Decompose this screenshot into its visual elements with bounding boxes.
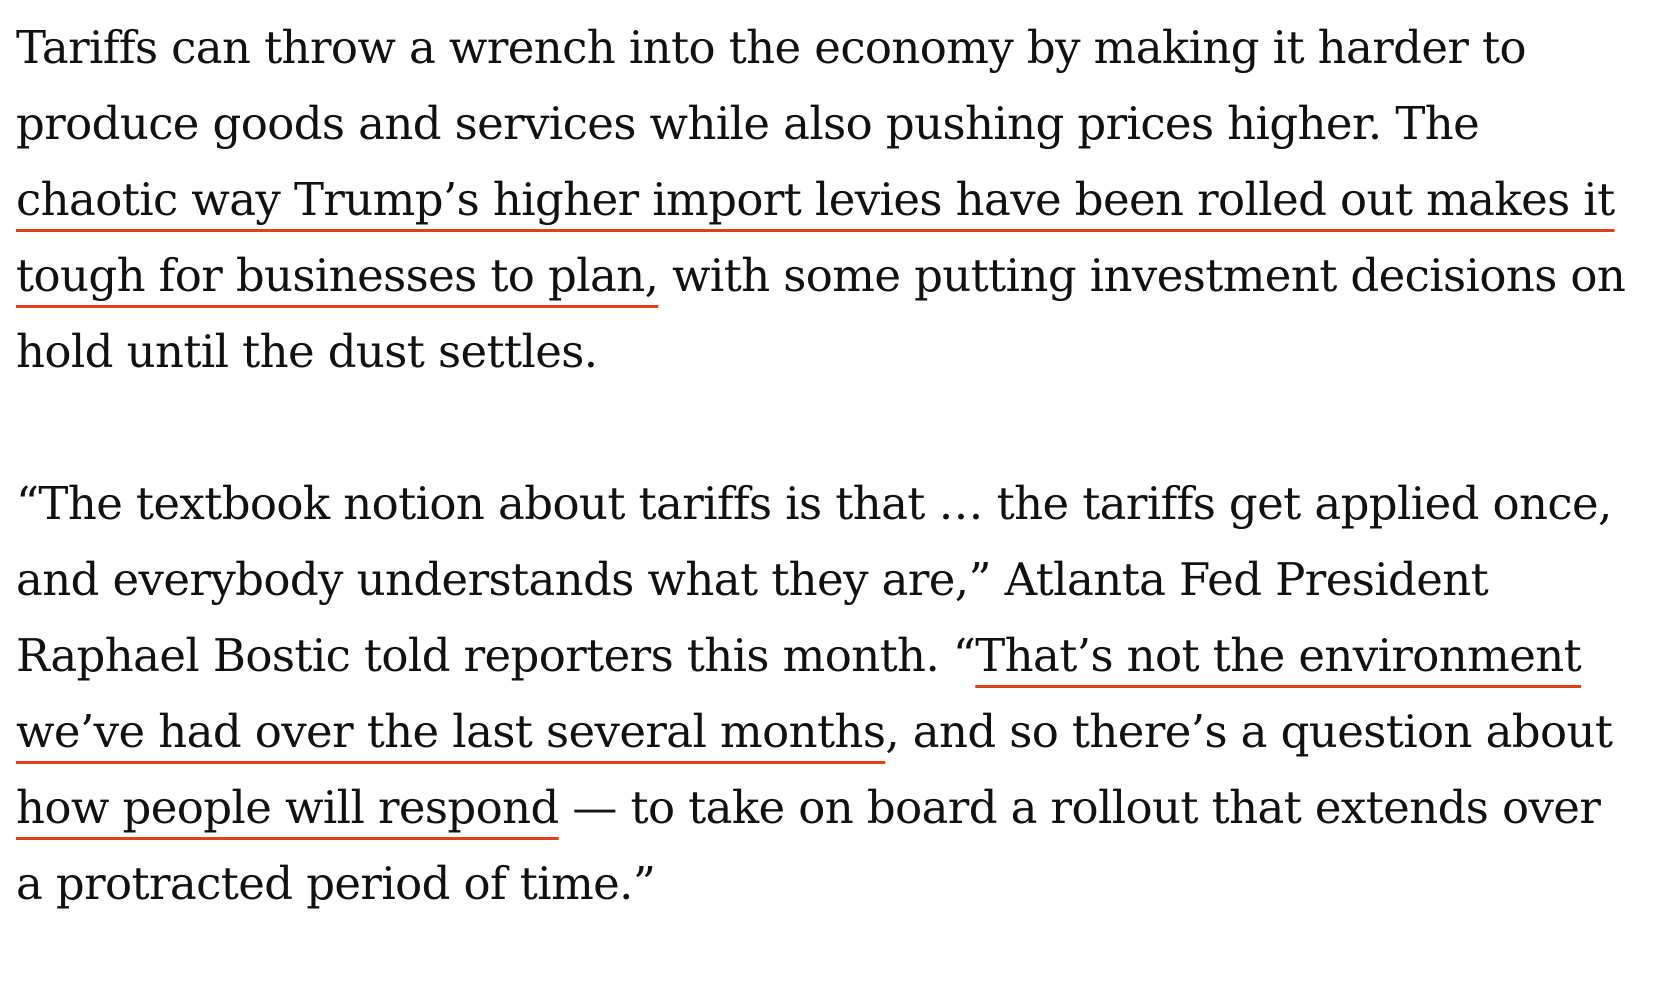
text-segment: with some putting investment decisions o… xyxy=(16,249,1626,378)
text-segment: Tariffs can throw a wrench into the econ… xyxy=(16,21,1527,150)
underlined-highlight: how people will respond xyxy=(16,781,559,834)
text-segment: — to take on board a rollout that extend… xyxy=(16,781,1601,910)
article-body: Tariffs can throw a wrench into the econ… xyxy=(16,10,1636,998)
underlined-highlight: That’s not the environment we’ve had ove… xyxy=(16,629,1582,758)
text-segment: “The textbook notion about tariffs is th… xyxy=(16,477,1612,682)
paragraph-tariffs-economy: Tariffs can throw a wrench into the econ… xyxy=(16,10,1636,390)
underlined-highlight: chaotic way Trump’s higher import levies… xyxy=(16,173,1615,302)
paragraph-bostic-quote: “The textbook notion about tariffs is th… xyxy=(16,466,1636,922)
text-segment: , and so there’s a question about xyxy=(885,705,1613,758)
